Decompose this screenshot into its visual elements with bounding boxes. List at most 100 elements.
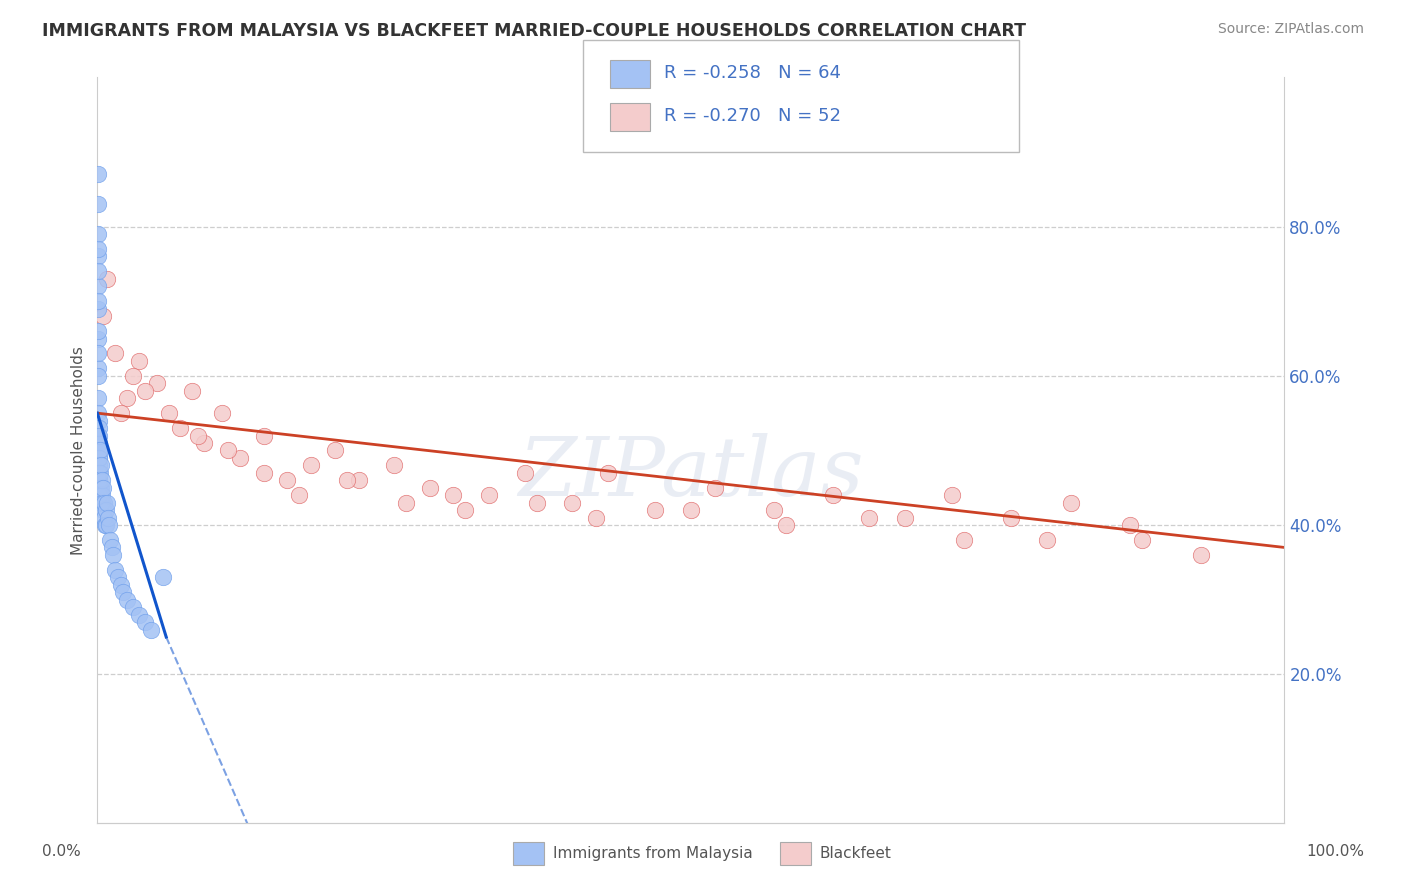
Point bbox=[169, 421, 191, 435]
Point bbox=[101, 548, 124, 562]
Point bbox=[93, 510, 115, 524]
Point bbox=[100, 533, 122, 547]
Point bbox=[87, 264, 110, 278]
Point bbox=[134, 384, 156, 398]
Point bbox=[96, 272, 118, 286]
Text: IMMIGRANTS FROM MALAYSIA VS BLACKFEET MARRIED-COUPLE HOUSEHOLDS CORRELATION CHAR: IMMIGRANTS FROM MALAYSIA VS BLACKFEET MA… bbox=[42, 22, 1026, 40]
Point bbox=[1036, 533, 1059, 547]
Point bbox=[90, 481, 112, 495]
Point bbox=[87, 368, 110, 383]
Point bbox=[98, 518, 121, 533]
Point bbox=[93, 496, 115, 510]
Point bbox=[217, 443, 239, 458]
Text: Blackfeet: Blackfeet bbox=[820, 847, 891, 861]
Point bbox=[87, 361, 110, 376]
Point bbox=[211, 406, 233, 420]
Y-axis label: Married-couple Households: Married-couple Households bbox=[72, 346, 86, 555]
Point bbox=[122, 600, 145, 615]
Point bbox=[443, 488, 465, 502]
Point bbox=[152, 570, 174, 584]
Point bbox=[87, 428, 110, 442]
Point bbox=[89, 481, 111, 495]
Point bbox=[87, 443, 110, 458]
Point bbox=[336, 473, 359, 487]
Point bbox=[187, 428, 209, 442]
Point bbox=[87, 227, 110, 241]
Point bbox=[513, 466, 536, 480]
Point bbox=[104, 346, 127, 360]
Point bbox=[941, 488, 963, 502]
Point bbox=[679, 503, 702, 517]
Point bbox=[89, 488, 111, 502]
Point bbox=[110, 578, 132, 592]
Point bbox=[87, 168, 110, 182]
Point bbox=[96, 518, 118, 533]
Point bbox=[107, 570, 129, 584]
Point bbox=[323, 443, 346, 458]
Point bbox=[91, 473, 114, 487]
Point bbox=[762, 503, 785, 517]
Point bbox=[87, 332, 110, 346]
Point bbox=[94, 518, 117, 533]
Point bbox=[87, 301, 110, 316]
Text: ZIPatlas: ZIPatlas bbox=[519, 433, 863, 513]
Point bbox=[299, 458, 322, 473]
Point bbox=[96, 496, 118, 510]
Point bbox=[90, 496, 112, 510]
Point bbox=[382, 458, 405, 473]
Point bbox=[395, 496, 418, 510]
Point bbox=[347, 473, 370, 487]
Point bbox=[596, 466, 619, 480]
Text: R = -0.258   N = 64: R = -0.258 N = 64 bbox=[664, 64, 841, 82]
Point bbox=[87, 436, 110, 450]
Point bbox=[89, 450, 111, 465]
Point bbox=[87, 324, 110, 338]
Point bbox=[252, 428, 274, 442]
Point bbox=[94, 503, 117, 517]
Point bbox=[87, 458, 110, 473]
Point bbox=[893, 510, 915, 524]
Point bbox=[1119, 518, 1142, 533]
Point bbox=[91, 496, 114, 510]
Point bbox=[115, 592, 138, 607]
Point bbox=[526, 496, 548, 510]
Text: 0.0%: 0.0% bbox=[42, 845, 82, 859]
Point bbox=[139, 623, 162, 637]
Point bbox=[87, 242, 110, 256]
Text: R = -0.270   N = 52: R = -0.270 N = 52 bbox=[664, 107, 841, 125]
Point bbox=[953, 533, 976, 547]
Point bbox=[87, 406, 110, 420]
Point bbox=[91, 503, 114, 517]
Point bbox=[112, 585, 135, 599]
Point bbox=[91, 309, 114, 323]
Point bbox=[87, 421, 110, 435]
Point bbox=[115, 391, 138, 405]
Point bbox=[181, 384, 204, 398]
Point bbox=[858, 510, 880, 524]
Point bbox=[419, 481, 441, 495]
Point bbox=[145, 376, 167, 391]
Point bbox=[157, 406, 180, 420]
Point bbox=[561, 496, 583, 510]
Point bbox=[703, 481, 725, 495]
Point bbox=[134, 615, 156, 629]
Point bbox=[110, 406, 132, 420]
Point bbox=[288, 488, 311, 502]
Point bbox=[89, 466, 111, 480]
Point bbox=[87, 473, 110, 487]
Point bbox=[89, 473, 111, 487]
Point bbox=[193, 436, 215, 450]
Point bbox=[128, 354, 150, 368]
Point bbox=[89, 428, 111, 442]
Point bbox=[1060, 496, 1083, 510]
Point bbox=[87, 197, 110, 211]
Point bbox=[229, 450, 252, 465]
Point bbox=[87, 346, 110, 360]
Point bbox=[122, 368, 145, 383]
Text: Immigrants from Malaysia: Immigrants from Malaysia bbox=[553, 847, 752, 861]
Point bbox=[89, 443, 111, 458]
Point bbox=[644, 503, 666, 517]
Point bbox=[87, 450, 110, 465]
Point bbox=[775, 518, 797, 533]
Point bbox=[478, 488, 501, 502]
